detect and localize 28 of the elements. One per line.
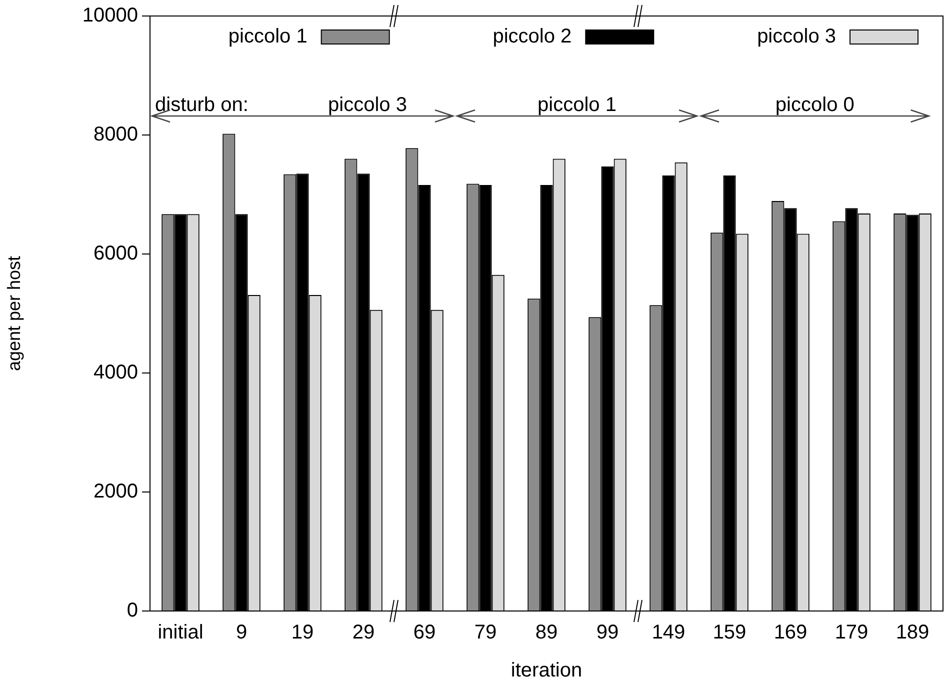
legend-label: piccolo 1 [228, 26, 308, 48]
x-tick-label: 29 [352, 622, 375, 644]
y-tick-label: 8000 [94, 124, 138, 146]
annotation: disturb on: [155, 94, 248, 116]
y-tick-label: 6000 [94, 242, 138, 265]
x-tick-label: 99 [596, 622, 619, 644]
annotation: piccolo 0 [775, 94, 854, 116]
y-tick-label: 10000 [82, 4, 138, 27]
x-tick-label: 149 [652, 622, 686, 644]
annotation: piccolo 1 [538, 94, 616, 116]
y-tick-label: 4000 [94, 362, 138, 384]
x-axis-title: iteration [510, 660, 582, 682]
y-axis-title: agent per host [4, 256, 24, 372]
legend-label: piccolo 3 [757, 26, 836, 48]
x-tick-label: 159 [712, 622, 746, 644]
annotation: piccolo 3 [328, 94, 407, 116]
x-tick-label: 89 [535, 622, 558, 644]
legend-label: piccolo 2 [492, 26, 572, 48]
y-tick-label: 0 [126, 600, 138, 622]
x-tick-label: 79 [474, 622, 497, 644]
y-tick-label: 2000 [94, 480, 138, 503]
x-tick-label: initial [158, 622, 204, 644]
x-tick-label: 169 [774, 622, 808, 644]
x-tick-label: 179 [834, 622, 868, 644]
x-tick-label: 69 [413, 622, 436, 644]
x-tick-label: 19 [291, 622, 314, 644]
x-tick-label: 9 [236, 622, 248, 644]
x-tick-label: 189 [896, 622, 930, 644]
